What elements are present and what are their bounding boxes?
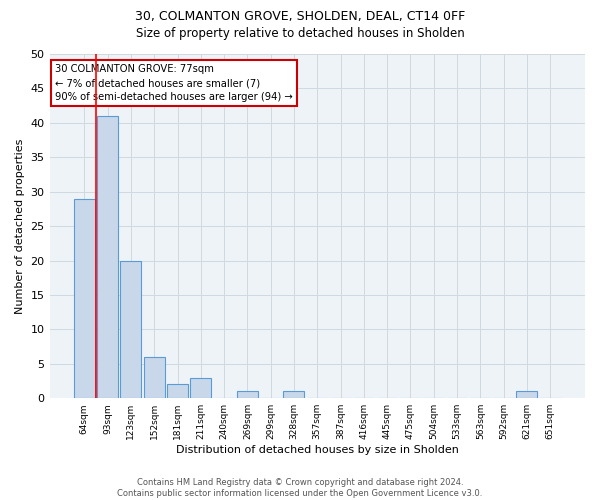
Bar: [97, 116, 118, 398]
Bar: [190, 378, 211, 398]
X-axis label: Distribution of detached houses by size in Sholden: Distribution of detached houses by size …: [176, 445, 459, 455]
Bar: [237, 392, 258, 398]
Bar: [283, 392, 304, 398]
Text: 30 COLMANTON GROVE: 77sqm
← 7% of detached houses are smaller (7)
90% of semi-de: 30 COLMANTON GROVE: 77sqm ← 7% of detach…: [55, 64, 293, 102]
Bar: [121, 260, 142, 398]
Text: 30, COLMANTON GROVE, SHOLDEN, DEAL, CT14 0FF: 30, COLMANTON GROVE, SHOLDEN, DEAL, CT14…: [135, 10, 465, 23]
Bar: [517, 392, 538, 398]
Bar: [144, 357, 165, 398]
Text: Size of property relative to detached houses in Sholden: Size of property relative to detached ho…: [136, 28, 464, 40]
Y-axis label: Number of detached properties: Number of detached properties: [15, 138, 25, 314]
Bar: [74, 198, 95, 398]
Bar: [167, 384, 188, 398]
Text: Contains HM Land Registry data © Crown copyright and database right 2024.
Contai: Contains HM Land Registry data © Crown c…: [118, 478, 482, 498]
